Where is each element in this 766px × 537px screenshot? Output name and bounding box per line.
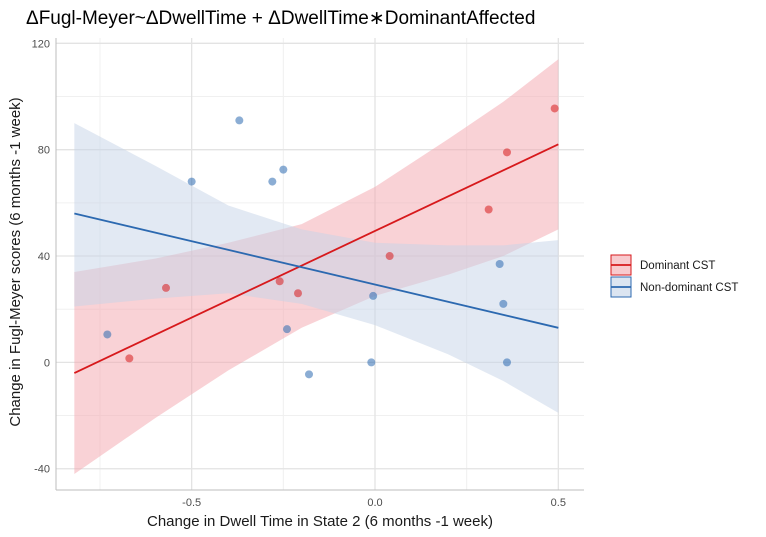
data-point-1 bbox=[268, 177, 277, 186]
data-points bbox=[103, 104, 559, 379]
legend: Dominant CST Non-dominant CST bbox=[610, 254, 738, 298]
chart-title: ΔFugl-Meyer~ΔDwellTime + ΔDwellTime∗Domi… bbox=[26, 8, 535, 29]
data-point-1 bbox=[499, 299, 508, 308]
data-point-0 bbox=[484, 205, 493, 214]
data-point-1 bbox=[283, 325, 291, 334]
data-point-0 bbox=[503, 148, 511, 157]
legend-label-0: Dominant CST bbox=[640, 260, 715, 272]
data-point-1 bbox=[235, 116, 244, 125]
y-tick-label: -40 bbox=[34, 464, 50, 476]
axes bbox=[55, 38, 584, 491]
data-point-0 bbox=[275, 277, 284, 286]
fit-line-1 bbox=[74, 212, 559, 329]
confidence-bands bbox=[74, 59, 559, 475]
x-axis-title: Change in Dwell Time in State 2 (6 month… bbox=[147, 513, 493, 530]
data-point-1 bbox=[103, 330, 112, 339]
data-point-0 bbox=[385, 252, 394, 261]
data-point-0 bbox=[125, 354, 134, 363]
data-point-1 bbox=[367, 358, 376, 367]
x-tick-label: -0.5 bbox=[182, 497, 201, 509]
y-tick-label: 120 bbox=[32, 38, 50, 50]
y-tick-label: 40 bbox=[38, 251, 50, 263]
data-point-0 bbox=[162, 283, 170, 292]
data-point-1 bbox=[503, 358, 511, 367]
data-point-0 bbox=[550, 104, 559, 113]
data-point-1 bbox=[369, 291, 378, 300]
tick-labels: -0.5 0.0 0.5 -40 0 40 80 120 bbox=[32, 38, 566, 509]
y-axis-title: Change in Fugl-Meyer scores (6 months -1… bbox=[7, 97, 24, 426]
data-point-1 bbox=[187, 177, 196, 186]
data-point-1 bbox=[305, 370, 313, 379]
legend-label-1: Non-dominant CST bbox=[640, 282, 738, 294]
y-tick-label: 0 bbox=[44, 357, 50, 369]
data-point-1 bbox=[495, 260, 504, 268]
x-tick-label: 0.0 bbox=[367, 497, 382, 509]
x-tick-label: 0.5 bbox=[551, 497, 566, 509]
data-point-1 bbox=[279, 165, 288, 174]
confidence-band-1 bbox=[74, 123, 559, 413]
y-tick-label: 80 bbox=[38, 145, 50, 157]
fit-lines bbox=[73, 143, 559, 374]
fit-line-0 bbox=[73, 143, 559, 374]
data-point-0 bbox=[294, 289, 302, 298]
